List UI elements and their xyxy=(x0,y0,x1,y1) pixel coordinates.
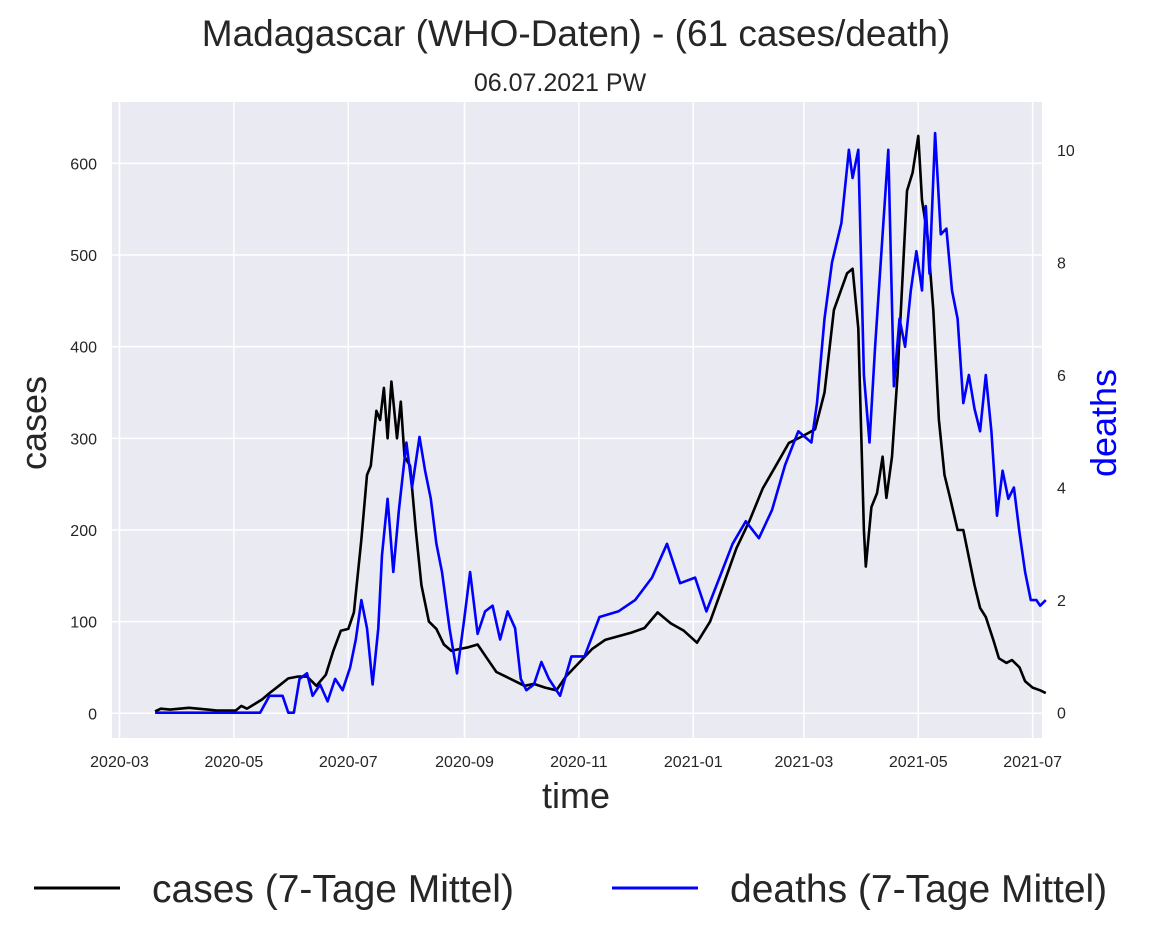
legend-label-deaths: deaths (7-Tage Mittel) xyxy=(730,868,1107,911)
cases-line xyxy=(154,134,1047,713)
y-gridlines xyxy=(112,162,1042,715)
x-tick-label: 2020-11 xyxy=(550,754,608,771)
y-tick-label: 600 xyxy=(70,156,97,173)
plot-area xyxy=(112,102,1042,738)
y-tick-label: 300 xyxy=(70,431,97,448)
x-tick-label: 2020-07 xyxy=(319,754,378,771)
y2-tick-label: 4 xyxy=(1057,481,1066,498)
y2-tick-label: 8 xyxy=(1057,255,1066,272)
y-tick-label: 200 xyxy=(70,523,97,540)
y-tick-label: 500 xyxy=(70,248,97,265)
x-gridlines xyxy=(118,102,1034,738)
deaths-line xyxy=(155,131,1047,714)
y2-tick-label: 2 xyxy=(1057,593,1066,610)
legend: cases (7-Tage Mittel) deaths (7-Tage Mit… xyxy=(34,868,1107,911)
legend-label-cases: cases (7-Tage Mittel) xyxy=(152,868,514,911)
y-tick-label: 0 xyxy=(88,706,97,723)
y2-tick-label: 0 xyxy=(1057,706,1066,723)
y-axis-label: cases xyxy=(13,376,54,470)
y2-tick-label: 10 xyxy=(1057,143,1075,160)
y2-axis-label: deaths xyxy=(1083,369,1124,477)
x-tick-label: 2020-03 xyxy=(90,754,149,771)
x-tick-labels: 2020-03 2020-05 2020-07 2020-09 2020-11 2021-… xyxy=(90,754,1062,771)
x-tick-label: 2021-03 xyxy=(775,754,834,771)
y-tick-labels: 0 100 200 300 400 500 600 xyxy=(70,156,97,723)
y2-tick-label: 6 xyxy=(1057,368,1066,385)
x-axis-label: time xyxy=(542,775,610,816)
chart-title: Madagascar (WHO-Daten) - (61 cases/death… xyxy=(202,13,951,54)
x-tick-label: 2020-05 xyxy=(205,754,264,771)
y-tick-label: 400 xyxy=(70,340,97,357)
x-tick-label: 2021-07 xyxy=(1003,754,1062,771)
y2-tick-labels: 0 2 4 6 8 10 xyxy=(1057,143,1075,723)
y-tick-label: 100 xyxy=(70,615,97,632)
x-tick-label: 2020-09 xyxy=(435,754,494,771)
x-tick-label: 2021-01 xyxy=(664,754,723,771)
x-tick-label: 2021-05 xyxy=(889,754,948,771)
series-layer xyxy=(154,131,1047,714)
chart-subtitle: 06.07.2021 PW xyxy=(474,69,647,97)
